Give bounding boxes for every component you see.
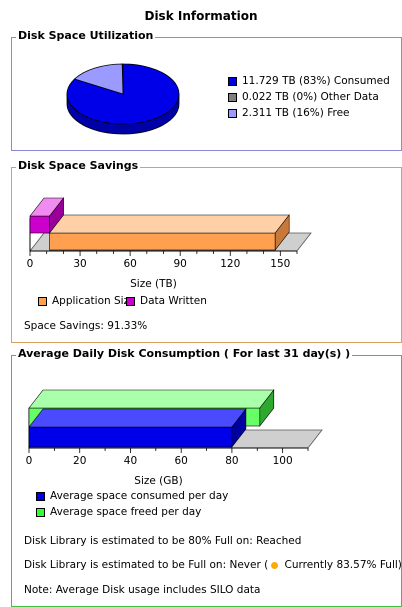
x-tick-label: 30 bbox=[73, 258, 86, 270]
consumption-bar-chart: 0 20 40 60 80 100 Size (GB) bbox=[26, 389, 323, 487]
estimate-full-prefix: Disk Library is estimated to be Full on:… bbox=[24, 559, 269, 571]
x-tick-label: 60 bbox=[123, 258, 136, 270]
page-title: Disk Information bbox=[144, 9, 258, 23]
savings-panel: Disk Space Savings 0 30 60 90 120 150 Size (TB… bbox=[11, 159, 402, 343]
utilization-pie-chart bbox=[66, 63, 180, 135]
estimate-full-text: Disk Library is estimated to be Full on:… bbox=[24, 559, 402, 571]
estimate-full-suffix: Currently 83.57% Full) bbox=[281, 559, 402, 571]
consumption-legend-item: Average space consumed per day bbox=[36, 490, 228, 502]
utilization-panel: Disk Space Utilization 11.729 TB (83%) C… bbox=[11, 29, 402, 151]
utilization-legend-label: 0.022 TB (0%) Other Data bbox=[242, 91, 379, 103]
x-axis-label: Size (TB) bbox=[130, 278, 177, 290]
savings-title: Disk Space Savings bbox=[16, 159, 141, 172]
consumption-legend-swatch bbox=[36, 507, 45, 517]
x-axis-label: Size (GB) bbox=[134, 475, 182, 487]
utilization-legend-label: 2.311 TB (16%) Free bbox=[242, 107, 350, 119]
estimate-80-text: Disk Library is estimated to be 80% Full… bbox=[24, 535, 302, 547]
pie-slice-free bbox=[73, 63, 124, 95]
consumption-legend-item: Average space freed per day bbox=[36, 506, 201, 518]
savings-legend-label: Data Written bbox=[140, 295, 207, 307]
savings-legend-label: Application Size bbox=[52, 295, 136, 307]
x-tick-label: 80 bbox=[225, 455, 238, 467]
x-tick-label: 120 bbox=[220, 258, 240, 270]
bar-data-written bbox=[29, 197, 65, 234]
utilization-legend-item: 0.022 TB (0%) Other Data bbox=[228, 91, 379, 103]
savings-legend-swatch bbox=[126, 296, 135, 306]
space-savings-text: Space Savings: 91.33% bbox=[24, 320, 148, 332]
savings-bar-chart: 0 30 60 90 120 150 Size (TB) bbox=[27, 197, 312, 290]
status-dot-icon bbox=[271, 561, 279, 569]
consumption-panel: Average Daily Disk Consumption ( For las… bbox=[11, 347, 402, 607]
x-tick-label: 0 bbox=[26, 455, 33, 467]
utilization-title: Disk Space Utilization bbox=[16, 29, 156, 42]
x-tick-label: 20 bbox=[73, 455, 86, 467]
consumption-legend-swatch bbox=[36, 491, 45, 501]
utilization-legend-item: 2.311 TB (16%) Free bbox=[228, 107, 350, 119]
utilization-legend-label: 11.729 TB (83%) Consumed bbox=[242, 75, 390, 87]
utilization-legend-swatch bbox=[228, 108, 237, 118]
savings-legend-item: Application Size bbox=[38, 295, 136, 307]
utilization-legend-swatch bbox=[228, 92, 237, 102]
x-tick-label: 100 bbox=[273, 455, 293, 467]
note-text: Note: Average Disk usage includes SILO d… bbox=[24, 584, 261, 596]
utilization-legend-swatch bbox=[228, 76, 237, 86]
savings-legend-swatch bbox=[38, 296, 47, 306]
x-tick-label: 40 bbox=[124, 455, 137, 467]
bar-application-size bbox=[48, 214, 290, 251]
consumption-legend-label: Average space consumed per day bbox=[50, 490, 229, 502]
savings-legend-item: Data Written bbox=[126, 295, 207, 307]
utilization-legend-item: 11.729 TB (83%) Consumed bbox=[228, 75, 390, 87]
bar-average-consumed bbox=[28, 408, 247, 448]
x-tick-label: 150 bbox=[270, 258, 290, 270]
x-tick-label: 0 bbox=[27, 258, 34, 270]
x-tick-label: 60 bbox=[174, 455, 187, 467]
x-tick-label: 90 bbox=[174, 258, 187, 270]
consumption-legend-label: Average space freed per day bbox=[50, 506, 202, 518]
consumption-title: Average Daily Disk Consumption ( For las… bbox=[16, 347, 353, 360]
